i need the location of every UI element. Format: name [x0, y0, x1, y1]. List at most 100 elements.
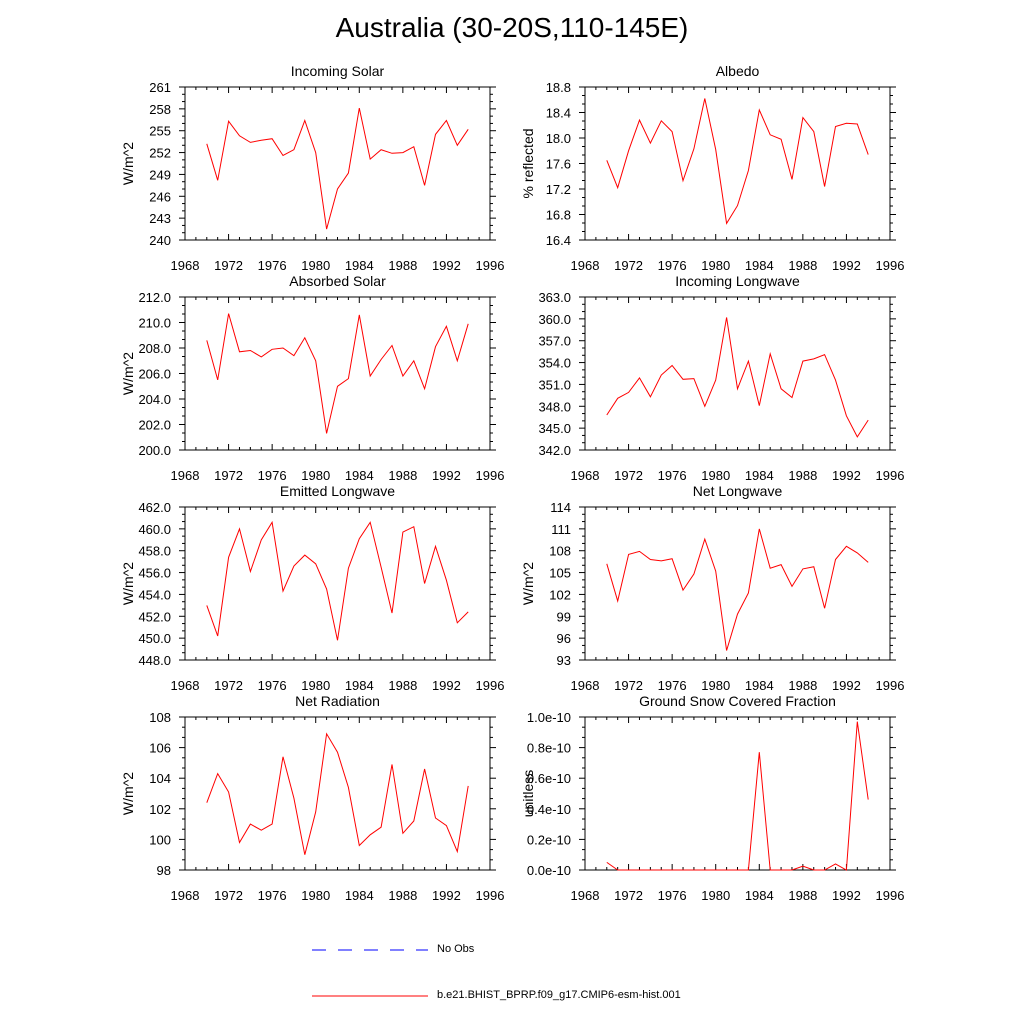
chart-panel: Incoming Longwave 1968 1972 1976 1980 1984 198… — [538, 273, 904, 483]
x-tick-label: 1984 — [745, 258, 774, 273]
panel-title: Emitted Longwave — [280, 483, 395, 499]
y-axis-label: % reflected — [520, 128, 536, 198]
x-tick-label: 1976 — [658, 678, 687, 693]
x-tick-label: 1976 — [658, 468, 687, 483]
y-tick-label: 106 — [149, 741, 171, 756]
y-tick-label: 105 — [549, 566, 571, 581]
y-tick-label: 111 — [551, 522, 571, 537]
y-tick-label: 240 — [149, 233, 171, 248]
y-tick-label: 104 — [149, 771, 171, 786]
x-tick-label: 1992 — [832, 888, 861, 903]
x-tick-label: 1996 — [476, 258, 505, 273]
panel-title: Albedo — [716, 63, 760, 79]
y-tick-label: 108 — [149, 710, 171, 725]
plot-frame — [584, 86, 891, 241]
x-tick-label: 1968 — [171, 678, 200, 693]
x-tick-label: 1988 — [388, 258, 417, 273]
x-tick-label: 1980 — [301, 678, 330, 693]
x-tick-label: 1996 — [476, 678, 505, 693]
panel-title: Net Longwave — [693, 483, 783, 499]
panel-title: Ground Snow Covered Fraction — [639, 693, 836, 709]
x-tick-label: 1984 — [345, 678, 374, 693]
x-tick-label: 1996 — [876, 258, 905, 273]
y-tick-label: 18.8 — [546, 80, 571, 95]
y-tick-label: 0.0e-10 — [527, 863, 571, 878]
chart-panel: Net Radiation W/m^2 1968 1972 1976 1980 1984 19… — [120, 693, 504, 903]
x-tick-label: 1972 — [214, 678, 243, 693]
x-tick-label: 1996 — [876, 678, 905, 693]
series-line — [606, 528, 869, 651]
y-tick-label: 357.0 — [538, 334, 571, 349]
y-tick-label: 102 — [549, 587, 571, 602]
x-tick-label: 1968 — [171, 258, 200, 273]
x-tick-label: 1976 — [258, 468, 287, 483]
x-tick-label: 1992 — [832, 258, 861, 273]
plot-frame — [184, 86, 491, 241]
chart-panel: Emitted Longwave W/m^2 1968 1972 1976 1980 198… — [120, 483, 504, 693]
x-tick-label: 1988 — [388, 678, 417, 693]
page-title: Australia (30-20S,110-145E) — [335, 12, 689, 43]
y-tick-label: 458.0 — [138, 544, 171, 559]
x-tick-label: 1968 — [571, 258, 600, 273]
y-tick-label: 0.6e-10 — [527, 771, 571, 786]
x-tick-label: 1968 — [571, 678, 600, 693]
plot-frame — [584, 716, 891, 871]
x-tick-label: 1988 — [388, 888, 417, 903]
y-tick-label: 17.6 — [546, 157, 571, 172]
y-tick-label: 0.2e-10 — [527, 832, 571, 847]
series-line — [606, 721, 869, 871]
y-tick-label: 255 — [149, 124, 171, 139]
y-axis-label: W/m^2 — [120, 352, 136, 395]
y-tick-label: 99 — [557, 609, 571, 624]
y-tick-label: 96 — [557, 631, 571, 646]
x-tick-label: 1980 — [301, 468, 330, 483]
x-tick-label: 1980 — [301, 258, 330, 273]
x-tick-label: 1968 — [571, 888, 600, 903]
y-tick-label: 212.0 — [138, 290, 171, 305]
x-tick-label: 1980 — [301, 888, 330, 903]
x-tick-label: 1980 — [701, 468, 730, 483]
y-tick-label: 200.0 — [138, 443, 171, 458]
plot-frame — [584, 296, 891, 451]
series-line — [206, 107, 469, 230]
x-tick-label: 1992 — [432, 258, 461, 273]
x-tick-label: 1984 — [345, 888, 374, 903]
x-tick-label: 1972 — [214, 888, 243, 903]
y-tick-label: 18.0 — [546, 131, 571, 146]
y-tick-label: 342.0 — [538, 443, 571, 458]
x-tick-label: 1992 — [432, 468, 461, 483]
x-tick-label: 1972 — [214, 468, 243, 483]
y-tick-label: 462.0 — [138, 500, 171, 515]
y-tick-label: 206.0 — [138, 367, 171, 382]
plot-frame — [184, 716, 491, 871]
y-tick-label: 16.8 — [546, 208, 571, 223]
x-tick-label: 1980 — [701, 258, 730, 273]
y-tick-label: 452.0 — [138, 609, 171, 624]
y-tick-label: 460.0 — [138, 522, 171, 537]
y-tick-label: 202.0 — [138, 418, 171, 433]
x-tick-label: 1980 — [701, 678, 730, 693]
y-tick-label: 108 — [549, 544, 571, 559]
x-tick-label: 1968 — [171, 468, 200, 483]
x-tick-label: 1976 — [658, 888, 687, 903]
x-tick-label: 1976 — [258, 258, 287, 273]
y-tick-label: 345.0 — [538, 421, 571, 436]
y-tick-label: 93 — [557, 653, 571, 668]
panel-title: Net Radiation — [295, 693, 380, 709]
y-axis-label: W/m^2 — [120, 562, 136, 605]
y-tick-label: 210.0 — [138, 316, 171, 331]
x-tick-label: 1968 — [571, 468, 600, 483]
x-tick-label: 1992 — [832, 468, 861, 483]
x-tick-label: 1976 — [258, 888, 287, 903]
y-tick-label: 454.0 — [138, 587, 171, 602]
y-tick-label: 243 — [149, 211, 171, 226]
y-tick-label: 102 — [149, 802, 171, 817]
x-tick-label: 1972 — [214, 258, 243, 273]
y-tick-label: 0.8e-10 — [527, 741, 571, 756]
series-line — [206, 313, 469, 434]
x-tick-label: 1996 — [476, 468, 505, 483]
x-tick-label: 1996 — [476, 888, 505, 903]
y-tick-label: 261 — [149, 80, 171, 95]
series-line — [206, 520, 469, 641]
